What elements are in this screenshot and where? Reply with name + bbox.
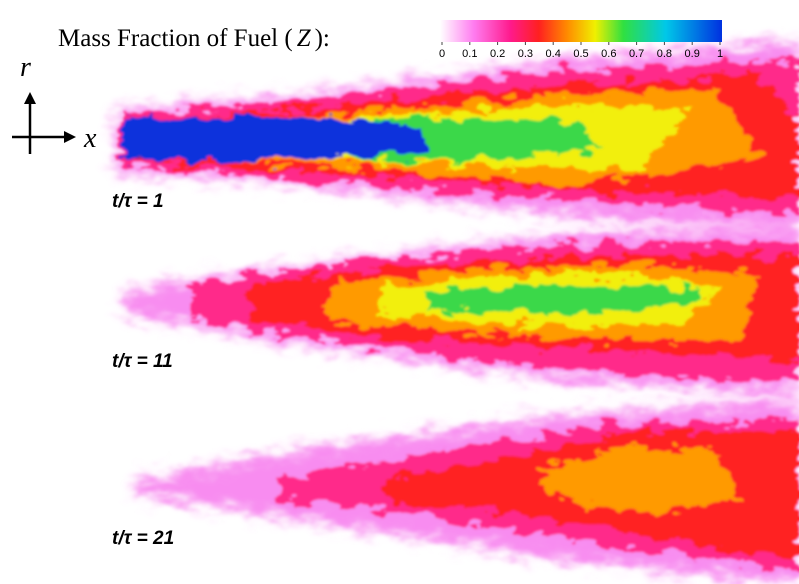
colorbar-ticks: 0 0.1 0.2 0.3 0.4 0.5 0.6 0.7 0.8 0.9 1 — [439, 42, 723, 60]
panel-3-field — [135, 400, 799, 584]
r-arrow-head — [24, 92, 36, 104]
colorbar-tick-label: 0 — [439, 48, 445, 60]
panel-label: t/τ = 21 — [112, 528, 174, 549]
title-symbol: Z — [297, 25, 312, 52]
colorbar-tick-label: 0.8 — [657, 48, 672, 60]
r-label: r — [20, 52, 31, 83]
colorbar-tick-label: 0.4 — [546, 48, 561, 60]
colorbar — [440, 20, 722, 42]
colorbar-tick-label: 1 — [717, 48, 723, 60]
colorbar-tick-label: 0.5 — [573, 48, 588, 60]
x-arrow-head — [64, 131, 76, 143]
colorbar-tick-label: 0.6 — [601, 48, 616, 60]
title-close: ): — [315, 25, 330, 52]
colorbar-tick-label: 0.2 — [490, 48, 505, 60]
panel-label: t/τ = 11 — [112, 351, 173, 372]
panel-1-field — [115, 40, 799, 230]
x-label: x — [83, 123, 97, 154]
colorbar-tick-label: 0.7 — [629, 48, 644, 60]
panel-label: t/τ = 1 — [112, 191, 164, 212]
colorbar-tick-label: 0.9 — [685, 48, 700, 60]
colorbar-tick-label: 0.3 — [518, 48, 533, 60]
colorbar-tick-label: 0.1 — [462, 48, 477, 60]
title-text: Mass Fraction of Fuel ( — [58, 25, 293, 52]
panel-2-field — [125, 225, 799, 395]
title: Mass Fraction of Fuel (Z): — [58, 25, 330, 52]
axes-indicator — [12, 92, 76, 154]
